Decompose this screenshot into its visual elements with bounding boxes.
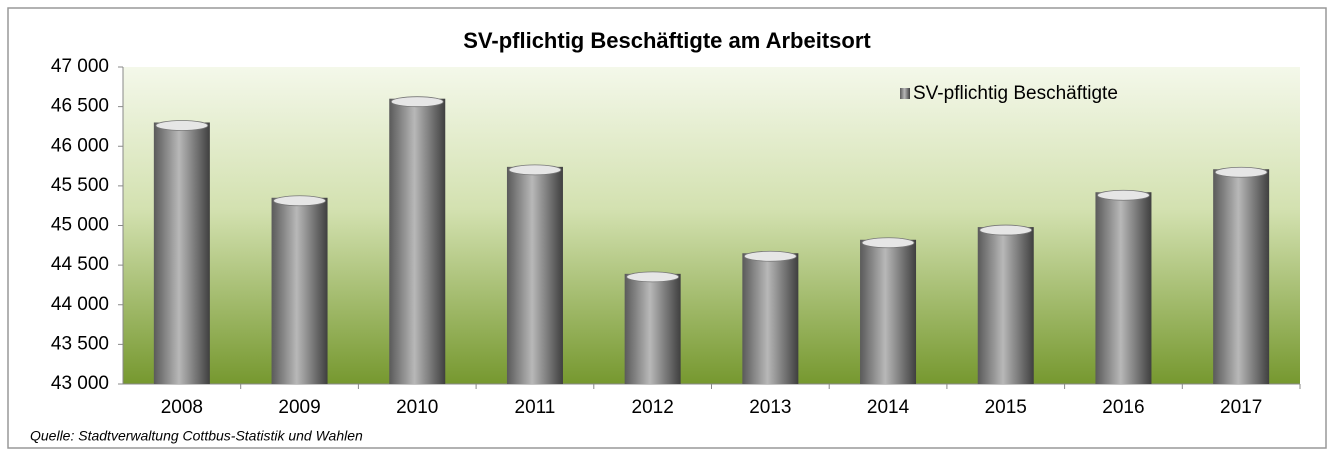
y-tick-label: 44 000 xyxy=(51,294,109,315)
x-tick-label: 2016 xyxy=(1102,397,1144,418)
x-tick-label: 2014 xyxy=(867,397,910,418)
bar xyxy=(1213,166,1270,384)
x-tick-label: 2011 xyxy=(515,397,556,418)
bar xyxy=(271,195,328,384)
chart-title: SV-pflichtig Beschäftigte am Arbeitsort xyxy=(463,28,871,53)
y-tick-label: 43 000 xyxy=(51,373,109,394)
bar xyxy=(506,164,563,384)
bar xyxy=(977,224,1034,384)
y-tick-label: 46 000 xyxy=(51,135,109,156)
y-tick-label: 43 500 xyxy=(51,333,109,354)
y-tick-label: 45 000 xyxy=(51,215,109,236)
legend-label: SV-pflichtig Beschäftigte xyxy=(913,83,1118,104)
source: Quelle: Stadtverwaltung Cottbus-Statisti… xyxy=(30,428,363,444)
x-tick-label: 2008 xyxy=(161,397,203,418)
x-tick-label: 2015 xyxy=(985,397,1027,418)
x-tick-label: 2010 xyxy=(396,397,438,418)
y-tick-label: 47 000 xyxy=(51,56,109,77)
bar xyxy=(624,271,681,384)
y-tick-label: 45 500 xyxy=(51,175,109,196)
x-tick-label: 2013 xyxy=(749,397,791,418)
bar xyxy=(742,250,799,384)
y-tick-label: 44 500 xyxy=(51,254,109,275)
x-tick-label: 2012 xyxy=(632,397,674,418)
legend-swatch xyxy=(900,88,910,99)
bar xyxy=(1095,189,1152,384)
bar xyxy=(860,237,917,384)
x-tick-label: 2009 xyxy=(278,397,320,418)
x-tick-label: 2017 xyxy=(1220,397,1262,418)
bar xyxy=(389,96,446,384)
bar xyxy=(153,120,210,384)
y-tick-label: 46 500 xyxy=(51,96,109,117)
